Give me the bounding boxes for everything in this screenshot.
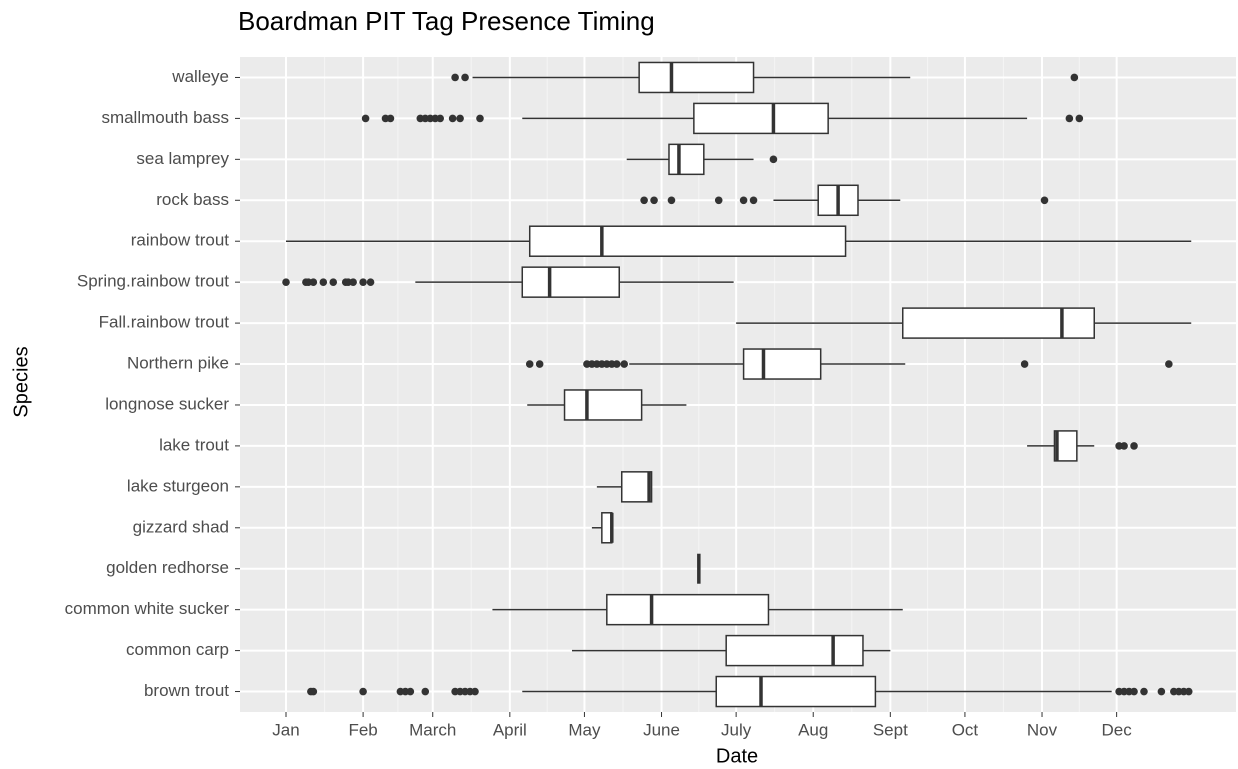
outlier	[667, 196, 676, 205]
box	[693, 102, 829, 135]
x-tick-label: Oct	[952, 720, 979, 739]
box	[902, 307, 1095, 339]
y-tick-label: Fall.rainbow trout	[99, 313, 230, 332]
outlier	[769, 155, 778, 164]
outlier	[1165, 360, 1173, 368]
outlier	[1157, 687, 1166, 696]
box	[638, 61, 755, 94]
outlier	[1040, 196, 1049, 205]
x-tick-label: April	[493, 720, 527, 739]
x-tick-label: Jan	[272, 720, 299, 739]
y-tick-label: lake trout	[159, 435, 229, 454]
outlier	[448, 114, 457, 123]
outlier	[1184, 687, 1193, 696]
outlier	[451, 73, 459, 82]
outlier	[739, 196, 748, 205]
outlier	[386, 114, 395, 123]
chart-title: Boardman PIT Tag Presence Timing	[238, 6, 655, 36]
outlier	[1130, 687, 1138, 696]
outlier	[1140, 687, 1148, 696]
outlier	[1120, 442, 1128, 450]
box	[563, 389, 643, 421]
y-tick-label: sea lamprey	[136, 149, 229, 168]
outlier	[1065, 114, 1074, 123]
outlier	[1070, 73, 1079, 82]
box	[528, 225, 847, 257]
x-tick-label: Sept	[873, 720, 908, 739]
outlier	[1130, 442, 1138, 450]
outlier	[612, 360, 621, 368]
y-tick-label: gizzard shad	[133, 517, 229, 536]
box	[715, 675, 877, 708]
outlier	[309, 687, 318, 696]
outlier	[749, 196, 758, 205]
box	[725, 634, 864, 667]
box	[1053, 430, 1078, 462]
outlier	[421, 687, 430, 696]
outlier	[535, 360, 544, 368]
y-tick-label: smallmouth bass	[101, 108, 229, 127]
outlier	[406, 687, 415, 696]
x-tick-label: Dec	[1102, 720, 1133, 739]
outlier	[359, 687, 367, 696]
outlier	[525, 360, 534, 368]
y-tick-label: rock bass	[156, 190, 229, 209]
y-tick-label: rainbow trout	[131, 231, 230, 250]
outlier	[282, 278, 290, 286]
y-tick-label: common white sucker	[65, 599, 230, 618]
outlier	[476, 114, 484, 123]
outlier	[329, 278, 338, 286]
outlier	[366, 278, 375, 286]
outlier	[714, 196, 723, 205]
outlier	[1020, 360, 1029, 368]
outlier	[461, 73, 469, 82]
x-tick-label: Nov	[1027, 720, 1058, 739]
box	[606, 593, 770, 626]
x-tick-label: July	[721, 720, 752, 739]
x-tick-label: Feb	[348, 720, 377, 739]
outlier	[1075, 114, 1084, 123]
x-tick-label: May	[568, 720, 601, 739]
box	[620, 471, 653, 503]
outlier	[640, 196, 648, 205]
y-tick-label: common carp	[126, 640, 229, 659]
y-tick-label: golden redhorse	[106, 558, 229, 577]
x-tick-label: Aug	[798, 720, 828, 739]
outlier	[361, 114, 370, 123]
outlier	[650, 196, 658, 205]
x-tick-label: June	[643, 720, 680, 739]
box	[521, 266, 621, 298]
x-tick-label: March	[409, 720, 456, 739]
y-axis-label: Species	[10, 346, 32, 417]
y-tick-label: brown trout	[144, 681, 229, 700]
outlier	[436, 114, 444, 123]
outlier	[319, 278, 328, 286]
outlier	[349, 278, 357, 286]
y-tick-label: walleye	[171, 67, 229, 86]
y-tick-label: longnose sucker	[105, 394, 229, 413]
outlier	[456, 114, 464, 123]
y-tick-label: lake sturgeon	[127, 476, 229, 495]
outlier	[359, 278, 367, 286]
outlier	[620, 360, 629, 368]
y-tick-label: Spring.rainbow trout	[77, 272, 229, 291]
box	[742, 348, 822, 380]
outlier	[309, 278, 318, 286]
y-tick-label: Northern pike	[127, 354, 229, 373]
x-axis-label: Date	[716, 745, 758, 767]
outlier	[471, 687, 479, 696]
box	[668, 143, 705, 176]
